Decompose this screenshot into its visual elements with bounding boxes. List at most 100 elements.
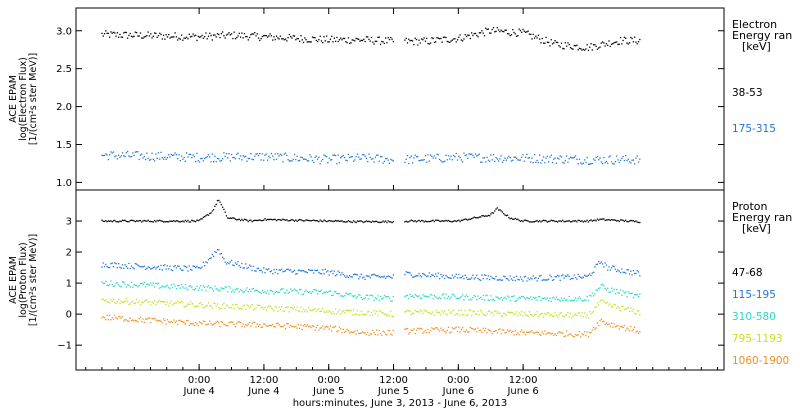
data-point [342, 154, 344, 157]
data-point [230, 217, 233, 219]
data-point [306, 272, 309, 274]
data-point [195, 305, 197, 307]
data-point [187, 319, 189, 322]
data-point [331, 294, 333, 297]
data-point [237, 306, 239, 309]
data-point [101, 298, 103, 301]
data-point [164, 301, 166, 303]
data-point [338, 293, 341, 295]
data-point [505, 29, 507, 31]
data-point [589, 46, 591, 48]
data-point [370, 158, 373, 160]
data-point [571, 317, 573, 319]
data-point [284, 307, 287, 309]
data-point [123, 281, 125, 283]
legend-entry-47-68: 47-68 [732, 267, 763, 279]
data-point [608, 304, 610, 306]
data-point [435, 273, 437, 275]
data-point [469, 309, 472, 311]
data-point [361, 298, 364, 301]
data-point [436, 275, 438, 278]
data-point [151, 37, 153, 39]
data-point [156, 266, 158, 268]
data-point [328, 41, 330, 43]
data-point [454, 314, 456, 317]
data-point [247, 266, 249, 269]
data-point [157, 220, 160, 222]
data-point [388, 315, 391, 317]
data-point [605, 160, 608, 163]
data-point [309, 291, 311, 293]
data-point [361, 39, 364, 42]
data-point [594, 44, 596, 46]
data-point [171, 286, 174, 289]
data-point [293, 288, 296, 290]
data-point [456, 39, 459, 41]
data-point [607, 301, 609, 303]
data-point [616, 220, 618, 222]
data-point [423, 309, 425, 311]
data-point [392, 329, 395, 332]
data-point [524, 298, 527, 300]
data-point [409, 157, 411, 159]
data-point [580, 220, 582, 223]
data-point [206, 214, 208, 216]
data-point [320, 220, 323, 222]
data-point [105, 153, 107, 155]
data-point [474, 295, 477, 298]
data-point [159, 299, 161, 301]
data-point [625, 37, 627, 39]
data-point [229, 261, 231, 263]
data-point [250, 265, 252, 267]
data-point [212, 323, 215, 325]
data-point [491, 159, 493, 161]
data-point [492, 27, 495, 29]
data-point [188, 303, 190, 305]
data-point [307, 326, 310, 328]
data-point [530, 296, 532, 298]
data-point [596, 48, 599, 50]
data-point [254, 270, 256, 272]
data-point [350, 42, 352, 44]
data-point [274, 38, 276, 41]
data-point [162, 318, 165, 320]
data-point [191, 157, 193, 159]
data-point [297, 37, 300, 40]
data-point [523, 30, 525, 32]
data-point [210, 322, 212, 325]
data-point [446, 220, 448, 222]
data-point [632, 308, 635, 311]
data-point [528, 221, 531, 223]
data-point [383, 42, 386, 45]
data-point [472, 311, 474, 313]
data-point [372, 330, 374, 332]
data-point [551, 297, 554, 299]
data-point [189, 301, 192, 303]
data-point [305, 309, 307, 311]
data-point [485, 327, 487, 330]
data-point [577, 312, 579, 314]
data-point [564, 159, 567, 162]
data-point [219, 201, 221, 203]
data-point [268, 324, 270, 327]
data-point [175, 320, 178, 322]
data-point [214, 322, 216, 325]
data-point [239, 266, 242, 268]
data-point [189, 322, 192, 325]
data-point [618, 292, 620, 294]
data-point [175, 302, 178, 304]
legend-title-electron: Energy ran [732, 29, 792, 42]
data-point [604, 323, 606, 325]
data-point [247, 220, 249, 223]
data-point [367, 331, 369, 334]
data-point [230, 259, 233, 262]
data-point [605, 322, 608, 324]
data-point [467, 157, 469, 159]
data-point [568, 315, 570, 318]
data-point [526, 280, 528, 282]
data-point [476, 313, 478, 316]
data-point [595, 289, 597, 291]
data-point [578, 47, 581, 50]
data-point [506, 278, 509, 280]
data-point [209, 257, 211, 260]
